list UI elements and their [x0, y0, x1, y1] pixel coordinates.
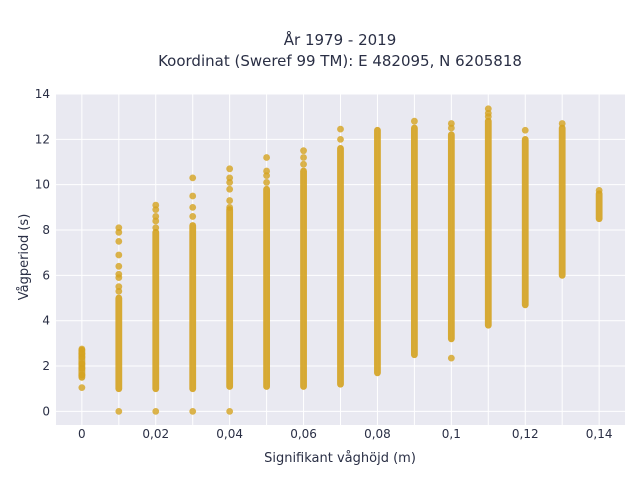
data-points — [78, 105, 603, 415]
data-point — [226, 185, 234, 193]
data-point — [300, 160, 307, 168]
data-point — [263, 179, 271, 186]
data-point — [115, 237, 123, 245]
dense-point-column — [115, 294, 123, 393]
x-axis-ticks: 0 0,02 0,04 0,06 0,08 0,1 0,12 0,14 — [78, 427, 612, 441]
data-point — [226, 197, 234, 204]
x-tick-label: 0,08 — [364, 427, 391, 441]
y-axis-ticks: 0 2 4 6 8 10 12 14 — [35, 87, 50, 418]
data-point — [115, 251, 123, 259]
dense-point-column — [226, 206, 234, 390]
chart-title: År 1979 - 2019 — [284, 30, 397, 49]
y-tick-label: 4 — [42, 314, 50, 328]
y-tick-label: 2 — [42, 359, 50, 373]
y-tick-label: 6 — [42, 268, 50, 282]
dense-point-column — [152, 228, 160, 393]
data-point — [115, 270, 123, 278]
dense-point-column — [558, 124, 566, 279]
dense-point-column — [447, 131, 455, 343]
data-point — [263, 154, 271, 161]
dense-point-column — [300, 167, 307, 390]
chart-subtitle: Koordinat (Sweref 99 TM): E 482095, N 62… — [158, 52, 522, 70]
data-point — [189, 192, 197, 200]
dense-point-column — [521, 135, 529, 309]
data-point — [189, 213, 197, 220]
data-point — [521, 126, 529, 134]
x-tick-label: 0,14 — [586, 427, 613, 441]
data-point — [226, 165, 234, 173]
dense-point-column — [374, 126, 381, 377]
data-point — [410, 117, 418, 125]
data-point — [152, 407, 160, 415]
dense-point-column — [484, 117, 492, 329]
x-tick-label: 0 — [78, 427, 86, 441]
data-point — [115, 262, 123, 270]
x-tick-label: 0,04 — [216, 427, 243, 441]
data-point — [226, 203, 234, 211]
data-point — [226, 174, 234, 182]
data-point — [226, 407, 234, 415]
data-point — [447, 354, 455, 362]
x-tick-label: 0,06 — [290, 427, 317, 441]
data-point — [595, 186, 603, 194]
y-tick-label: 10 — [35, 178, 50, 192]
data-point — [78, 371, 86, 379]
data-point — [189, 407, 197, 415]
y-tick-label: 8 — [42, 223, 50, 237]
data-point — [337, 135, 344, 143]
data-point — [189, 203, 197, 211]
data-point — [115, 224, 123, 232]
data-point — [78, 345, 86, 353]
x-tick-label: 0,12 — [512, 427, 539, 441]
data-point — [152, 213, 160, 220]
dense-point-column — [595, 190, 603, 223]
data-point — [78, 360, 86, 368]
data-point — [78, 384, 86, 391]
dense-point-column — [189, 222, 197, 393]
data-point — [300, 147, 307, 155]
dense-point-column — [263, 185, 271, 390]
data-point — [300, 154, 307, 161]
dense-point-column — [410, 124, 418, 359]
data-point — [115, 283, 123, 291]
data-point — [558, 120, 566, 127]
data-point — [152, 224, 160, 232]
data-point — [115, 407, 123, 415]
x-tick-label: 0,1 — [442, 427, 461, 441]
y-tick-label: 12 — [35, 132, 50, 146]
data-point — [189, 174, 197, 182]
x-tick-label: 0,02 — [142, 427, 169, 441]
data-point — [484, 105, 492, 113]
data-point — [337, 125, 344, 133]
x-axis-label: Signifikant våghöjd (m) — [264, 451, 416, 466]
dense-point-column — [337, 145, 344, 388]
data-point — [152, 201, 160, 209]
y-tick-label: 14 — [35, 87, 50, 101]
data-point — [447, 120, 455, 127]
y-axis-label: Vågperiod (s) — [17, 214, 32, 301]
data-point — [263, 167, 271, 175]
y-tick-label: 0 — [42, 404, 50, 418]
